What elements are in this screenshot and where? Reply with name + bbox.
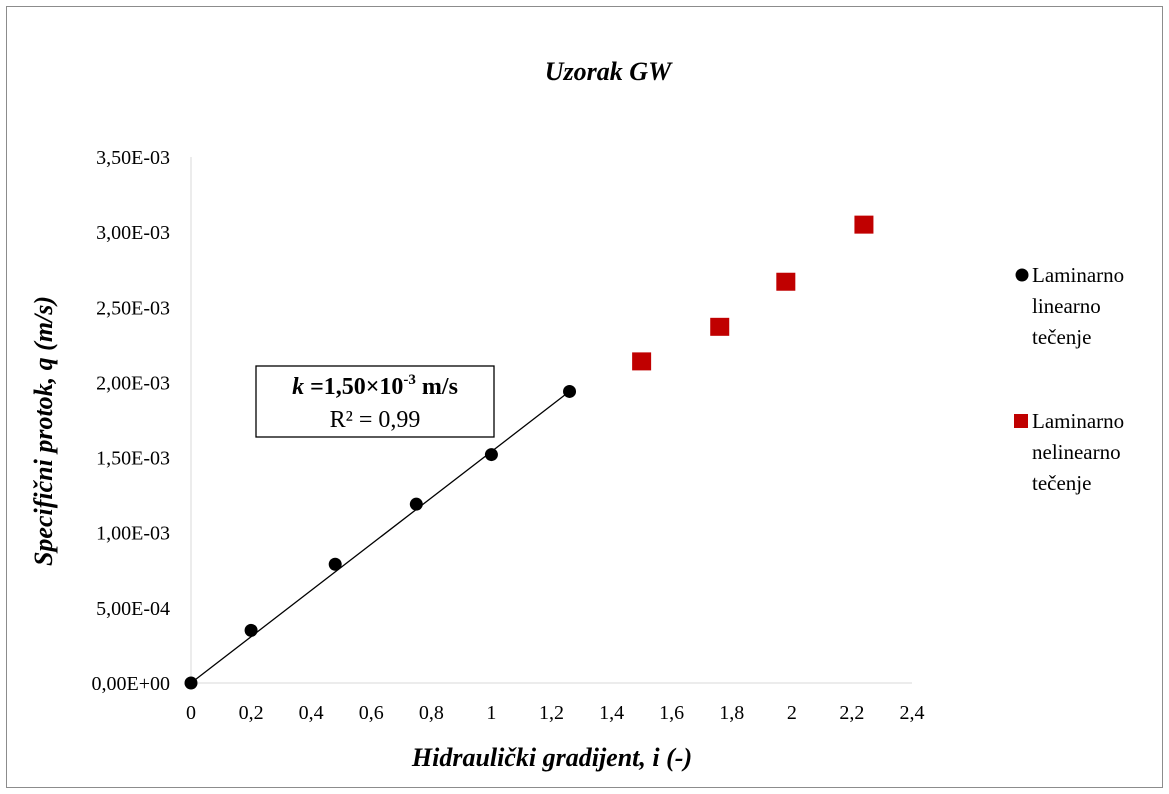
legend-marker-nonlinear [1014, 414, 1028, 428]
y-tick-labels: 0,00E+00 5,00E-04 1,00E-03 1,50E-03 2,00E-03… [92, 147, 171, 695]
x-tick-label: 2,4 [900, 702, 925, 724]
x-tick-labels: 0 0,2 0,4 0,6 0,8 1 1,2 1,4 1,6 1,8 2 2,2 2,4 [186, 702, 925, 724]
data-point-nonlinear [632, 352, 652, 371]
data-point-linear [184, 676, 198, 690]
y-tick-label: 2,00E-03 [96, 372, 170, 394]
x-tick-label: 0,2 [239, 702, 264, 724]
x-tick-label: 1,4 [599, 702, 624, 724]
x-tick-label: 0 [186, 702, 196, 724]
data-point-linear [328, 557, 342, 571]
x-tick-label: 1 [486, 702, 496, 724]
chart-border [6, 6, 1163, 788]
equation-annotation: k =1,50×10-3 m/s R² = 0,99 [255, 365, 495, 438]
data-point-nonlinear [710, 317, 730, 336]
y-tick-label: 1,00E-03 [96, 523, 170, 545]
r-squared-label: R² = 0,99 [330, 407, 421, 433]
y-axis-title: Specifični protok, q (m/s) [29, 296, 58, 566]
x-tick-label: 0,4 [299, 702, 324, 724]
legend-label: Laminarno linearno tečenje [1032, 263, 1124, 349]
y-tick-label: 3,50E-03 [96, 147, 170, 169]
data-point-linear [484, 448, 498, 462]
legend-label: Laminarno nelinearno tečenje [1032, 409, 1124, 495]
y-tick-label: 5,00E-04 [96, 598, 170, 620]
chart-title: Uzorak GW [545, 57, 673, 86]
data-point-linear [563, 384, 577, 398]
x-tick-label: 0,6 [359, 702, 384, 724]
x-tick-label: 1,8 [719, 702, 744, 724]
y-tick-label: 0,00E+00 [92, 673, 171, 695]
x-tick-label: 0,8 [419, 702, 444, 724]
data-points-layer [184, 215, 874, 690]
data-point-nonlinear [776, 272, 796, 291]
data-point-linear [409, 497, 423, 511]
x-tick-label: 1,6 [659, 702, 684, 724]
k-value-label: k =1,50×10-3 m/s [292, 372, 458, 400]
legend: Laminarno linearno tečenje Laminarno nelinea… [1014, 263, 1124, 495]
data-point-linear [244, 623, 258, 637]
y-tick-label: 1,50E-03 [96, 448, 170, 470]
x-axis-title: Hidraulički gradijent, i (-) [411, 743, 692, 772]
x-tick-label: 2,2 [839, 702, 864, 724]
y-tick-label: 3,00E-03 [96, 222, 170, 244]
legend-marker-linear [1015, 268, 1029, 282]
x-tick-label: 1,2 [539, 702, 564, 724]
x-tick-label: 2 [787, 702, 797, 724]
y-tick-label: 2,50E-03 [96, 297, 170, 319]
data-point-nonlinear [854, 215, 874, 234]
annotation-box [255, 365, 495, 438]
